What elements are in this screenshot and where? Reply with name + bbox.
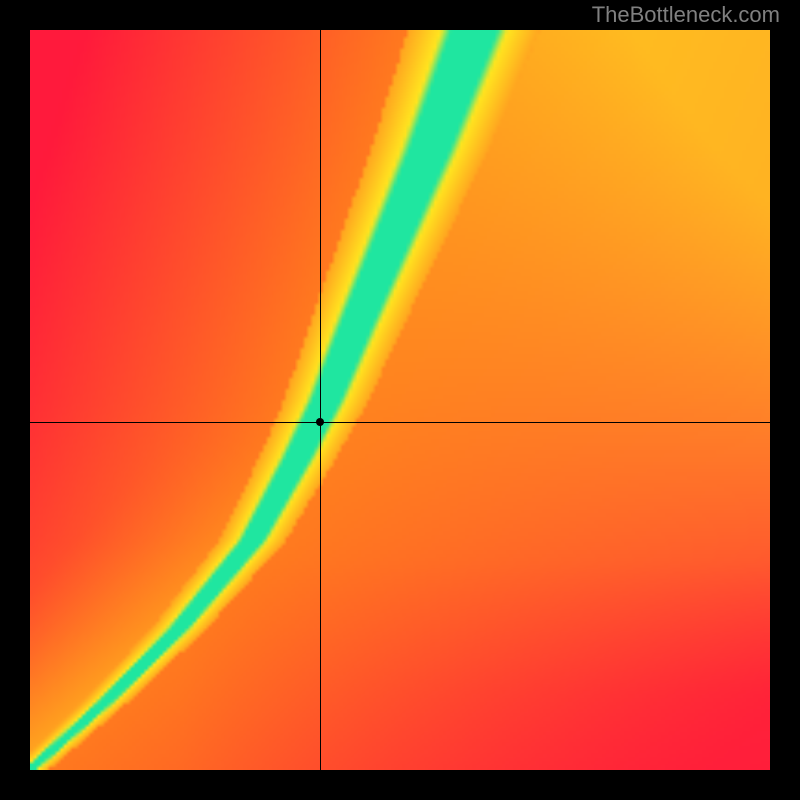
crosshair-vertical bbox=[320, 30, 321, 770]
chart-container: TheBottleneck.com bbox=[0, 0, 800, 800]
crosshair-horizontal bbox=[30, 422, 770, 423]
heatmap-canvas bbox=[30, 30, 770, 770]
watermark-text: TheBottleneck.com bbox=[592, 2, 780, 28]
marker-dot bbox=[316, 418, 324, 426]
